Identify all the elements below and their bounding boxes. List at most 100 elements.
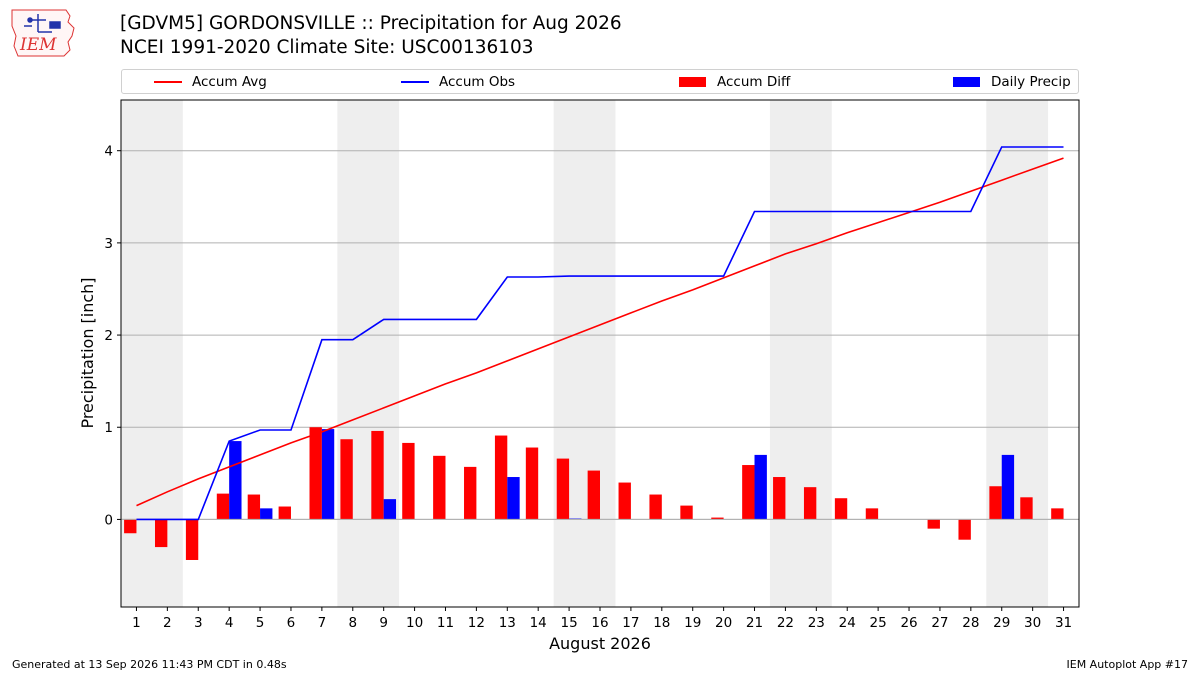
x-tick-label-29: 29 xyxy=(993,615,1010,631)
x-tick-label-23: 23 xyxy=(808,615,825,631)
x-tick-label-9: 9 xyxy=(379,615,388,631)
bar-daily-precip-day-4 xyxy=(229,441,242,520)
x-tick-label-24: 24 xyxy=(839,615,856,631)
legend-label-accum-diff: Accum Diff xyxy=(717,74,791,90)
bar-daily-precip-day-13 xyxy=(507,477,520,520)
y-tick-label-0: 0 xyxy=(104,512,113,528)
bar-accum-diff-day-25 xyxy=(865,508,879,520)
x-tick-label-25: 25 xyxy=(870,615,887,631)
bar-accum-diff-day-31 xyxy=(1051,508,1064,520)
x-tick-label-2: 2 xyxy=(163,615,172,631)
x-tick-label-31: 31 xyxy=(1055,615,1072,631)
weekend-band-3 xyxy=(553,100,616,607)
x-tick-label-6: 6 xyxy=(287,615,296,631)
bar-accum-diff-day-16 xyxy=(587,470,600,520)
y-tick-label-2: 2 xyxy=(104,328,113,344)
x-tick-label-21: 21 xyxy=(746,615,763,631)
bar-accum-diff-day-18 xyxy=(649,494,662,520)
bar-daily-precip-day-21 xyxy=(754,454,767,520)
x-tick-label-18: 18 xyxy=(653,615,670,631)
x-axis-label: August 2026 xyxy=(549,634,651,653)
x-tick-label-3: 3 xyxy=(194,615,203,631)
weekend-band-4 xyxy=(769,100,832,607)
x-tick-label-17: 17 xyxy=(622,615,639,631)
y-tick-label-4: 4 xyxy=(104,144,113,160)
x-tick-label-1: 1 xyxy=(132,615,141,631)
x-tick-label-22: 22 xyxy=(777,615,794,631)
x-tick-label-10: 10 xyxy=(406,615,423,631)
bars xyxy=(124,427,1064,560)
bar-daily-precip-day-9 xyxy=(383,499,397,520)
y-tick-label-1: 1 xyxy=(104,420,113,436)
legend-item-accum-obs: Accum Obs xyxy=(401,73,515,91)
bar-accum-diff-day-14 xyxy=(525,447,539,520)
chart-title: [GDVM5] GORDONSVILLE :: Precipitation fo… xyxy=(120,13,622,34)
bar-accum-diff-day-21 xyxy=(742,465,755,520)
chart-legend: Accum Avg Accum Obs Accum Diff Daily Pre… xyxy=(121,69,1079,94)
bar-accum-diff-day-1 xyxy=(124,519,137,534)
bar-daily-precip-day-29 xyxy=(1001,454,1015,520)
legend-swatch-accum-obs xyxy=(401,81,429,83)
footer-app-id: IEM Autoplot App #17 xyxy=(1066,658,1189,671)
x-tick-label-16: 16 xyxy=(591,615,608,631)
bar-accum-diff-day-13 xyxy=(494,435,508,520)
x-tick-label-15: 15 xyxy=(561,615,578,631)
bar-accum-diff-day-3 xyxy=(185,519,199,560)
y-axis-ticks: 0 1 2 3 4 xyxy=(104,144,121,528)
weekend-band-5 xyxy=(986,100,1049,607)
weather-station-icon xyxy=(24,14,61,33)
legend-item-daily-precip: Daily Precip xyxy=(953,73,1071,91)
x-tick-label-7: 7 xyxy=(318,615,327,631)
legend-label-daily-precip: Daily Precip xyxy=(991,74,1071,90)
y-axis-label: Precipitation [inch] xyxy=(78,277,97,428)
weekend-shading xyxy=(121,100,1049,607)
y-tick-label-3: 3 xyxy=(104,236,113,252)
bar-accum-diff-day-10 xyxy=(402,442,415,520)
line-accum-avg xyxy=(136,157,1064,507)
bar-accum-diff-day-12 xyxy=(464,466,477,520)
x-tick-label-14: 14 xyxy=(530,615,547,631)
legend-swatch-daily-precip xyxy=(953,77,980,87)
bar-accum-diff-day-22 xyxy=(773,477,786,520)
logo-text: IEM xyxy=(19,35,57,55)
bar-accum-diff-day-24 xyxy=(834,498,848,520)
bar-accum-diff-day-8 xyxy=(340,439,353,520)
x-tick-label-20: 20 xyxy=(715,615,732,631)
legend-item-accum-avg: Accum Avg xyxy=(154,73,267,91)
chart-subtitle: NCEI 1991-2020 Climate Site: USC00136103 xyxy=(120,37,534,58)
x-tick-label-4: 4 xyxy=(225,615,234,631)
x-tick-label-26: 26 xyxy=(900,615,917,631)
line-accum-obs xyxy=(136,146,1064,521)
bar-accum-diff-day-7 xyxy=(309,427,322,520)
x-tick-label-28: 28 xyxy=(962,615,979,631)
bar-accum-diff-day-11 xyxy=(433,455,446,520)
x-tick-label-27: 27 xyxy=(931,615,948,631)
x-tick-label-30: 30 xyxy=(1024,615,1041,631)
bar-accum-diff-day-30 xyxy=(1020,497,1033,520)
weekend-band-2 xyxy=(337,100,400,607)
bar-accum-diff-day-23 xyxy=(803,487,817,520)
legend-swatch-accum-diff xyxy=(679,77,706,87)
legend-label-accum-avg: Accum Avg xyxy=(192,74,267,90)
bar-accum-diff-day-20 xyxy=(711,517,724,520)
legend-label-accum-obs: Accum Obs xyxy=(439,74,516,90)
x-tick-label-5: 5 xyxy=(256,615,265,631)
legend-swatch-accum-avg xyxy=(154,81,182,83)
bar-accum-diff-day-27 xyxy=(927,519,940,529)
bar-accum-diff-day-5 xyxy=(247,494,261,520)
bar-accum-diff-day-28 xyxy=(958,519,971,540)
bar-daily-precip-day-5 xyxy=(260,508,273,520)
bar-accum-diff-day-6 xyxy=(278,506,291,520)
x-tick-label-11: 11 xyxy=(437,615,454,631)
x-tick-label-19: 19 xyxy=(684,615,701,631)
bar-accum-diff-day-15 xyxy=(556,458,570,520)
x-tick-label-13: 13 xyxy=(499,615,516,631)
bar-accum-diff-day-9 xyxy=(371,430,384,520)
iem-logo: IEM xyxy=(11,9,75,57)
x-axis-ticks: 1 2 3 4 5 6 7 8 9 10 11 12 13 14 15 16 17 18 19 20 21 22 23 24 2… xyxy=(132,607,1072,631)
bar-accum-diff-day-29 xyxy=(989,486,1002,520)
x-tick-label-12: 12 xyxy=(468,615,485,631)
bar-accum-diff-day-2 xyxy=(154,519,168,548)
bar-accum-diff-day-17 xyxy=(618,482,631,520)
